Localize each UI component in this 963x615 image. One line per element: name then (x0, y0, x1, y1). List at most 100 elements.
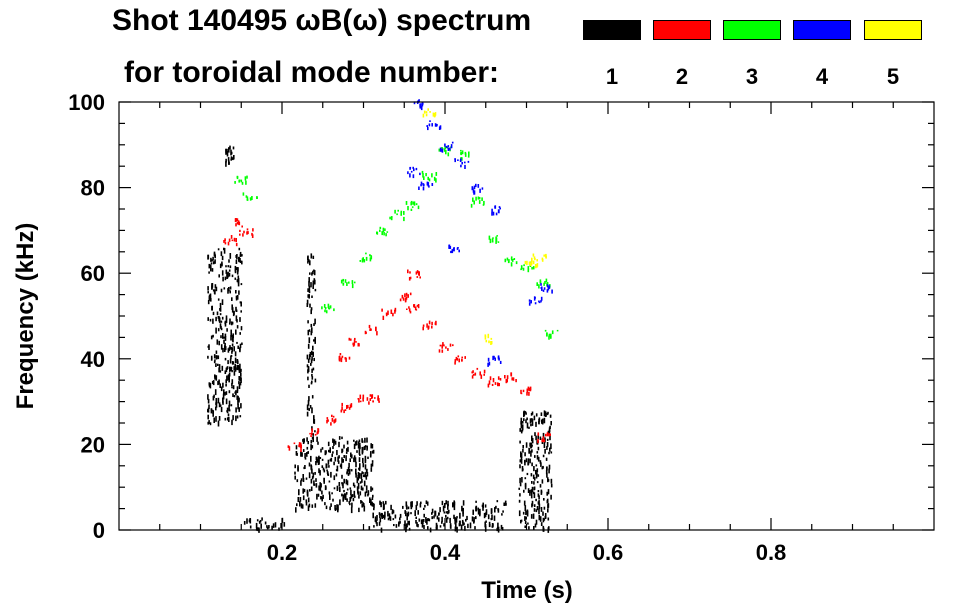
mark (227, 157, 230, 162)
mark (359, 463, 361, 469)
mark (540, 489, 543, 495)
mark (338, 436, 341, 440)
mark (339, 499, 341, 506)
mark (208, 382, 211, 386)
mark (419, 503, 422, 508)
mark (458, 520, 461, 523)
mark (233, 346, 235, 352)
mark (231, 382, 233, 387)
series-n1-cluster-3 (306, 253, 317, 436)
mark (301, 452, 303, 457)
mark (382, 504, 385, 510)
mark (405, 526, 407, 533)
mark (331, 414, 333, 418)
mark (207, 355, 209, 359)
mark (370, 499, 372, 505)
mark (473, 519, 475, 524)
mark (211, 380, 214, 385)
mark (310, 444, 312, 451)
mark (209, 264, 212, 269)
mark (313, 417, 315, 424)
mark (415, 271, 418, 275)
mark (364, 472, 367, 478)
mark (246, 231, 248, 235)
mark (546, 466, 548, 471)
mark (449, 343, 452, 347)
mark (358, 441, 360, 445)
mark (378, 521, 381, 526)
mark (407, 269, 409, 274)
mark (219, 263, 222, 269)
mark (352, 342, 354, 346)
mark (460, 149, 462, 152)
mark (541, 258, 544, 262)
x-axis-label: Time (s) (481, 577, 573, 604)
mark (230, 366, 232, 372)
series-n2-point-7 (348, 337, 360, 347)
mark (351, 284, 354, 289)
mark (227, 360, 229, 365)
mark (220, 386, 223, 392)
mark (362, 397, 364, 400)
mark (491, 240, 494, 243)
mark (221, 365, 224, 371)
mark (545, 278, 548, 283)
mark (526, 392, 528, 396)
series-n2-point-20 (537, 432, 551, 444)
mark (522, 448, 524, 453)
mark (368, 324, 371, 329)
mark (299, 442, 302, 447)
mark (445, 511, 448, 514)
mark (541, 479, 544, 484)
mark (413, 304, 416, 308)
mark (305, 499, 308, 503)
mark (472, 373, 475, 376)
mark (398, 521, 400, 525)
mark (483, 200, 485, 205)
mark (338, 441, 340, 448)
mark (225, 379, 227, 384)
mark (307, 320, 309, 324)
mark (425, 517, 427, 523)
series-n2-point-23 (239, 228, 254, 238)
mark (461, 505, 463, 512)
mark (215, 416, 217, 422)
mark (460, 524, 463, 531)
mark (237, 275, 240, 279)
mark (369, 497, 371, 503)
series-n3-point-4 (389, 209, 405, 222)
mark (488, 235, 491, 240)
mark (513, 258, 516, 260)
mark (534, 432, 536, 437)
mark (333, 461, 335, 466)
mark (361, 438, 363, 443)
mark (520, 519, 522, 524)
mark (494, 205, 496, 209)
mark (548, 333, 551, 336)
mark (438, 517, 440, 522)
mark (422, 186, 425, 191)
mark (359, 491, 362, 496)
mark (471, 371, 473, 374)
mark (524, 411, 527, 414)
legend-swatch-2 (653, 20, 711, 40)
mark (239, 257, 241, 261)
mark (230, 404, 233, 407)
mark (433, 515, 435, 519)
mark (490, 337, 493, 340)
mark (533, 508, 536, 512)
mark (526, 422, 529, 429)
mark (310, 465, 313, 471)
mark (227, 413, 230, 417)
mark (539, 516, 542, 522)
mark (538, 508, 540, 515)
mark (544, 281, 546, 284)
mark (481, 197, 483, 201)
mark (226, 366, 229, 369)
mark (371, 463, 374, 467)
mark (214, 389, 217, 396)
mark (306, 489, 309, 493)
mark (546, 472, 548, 478)
mark (522, 445, 524, 449)
series-n2-point-8 (364, 324, 378, 336)
